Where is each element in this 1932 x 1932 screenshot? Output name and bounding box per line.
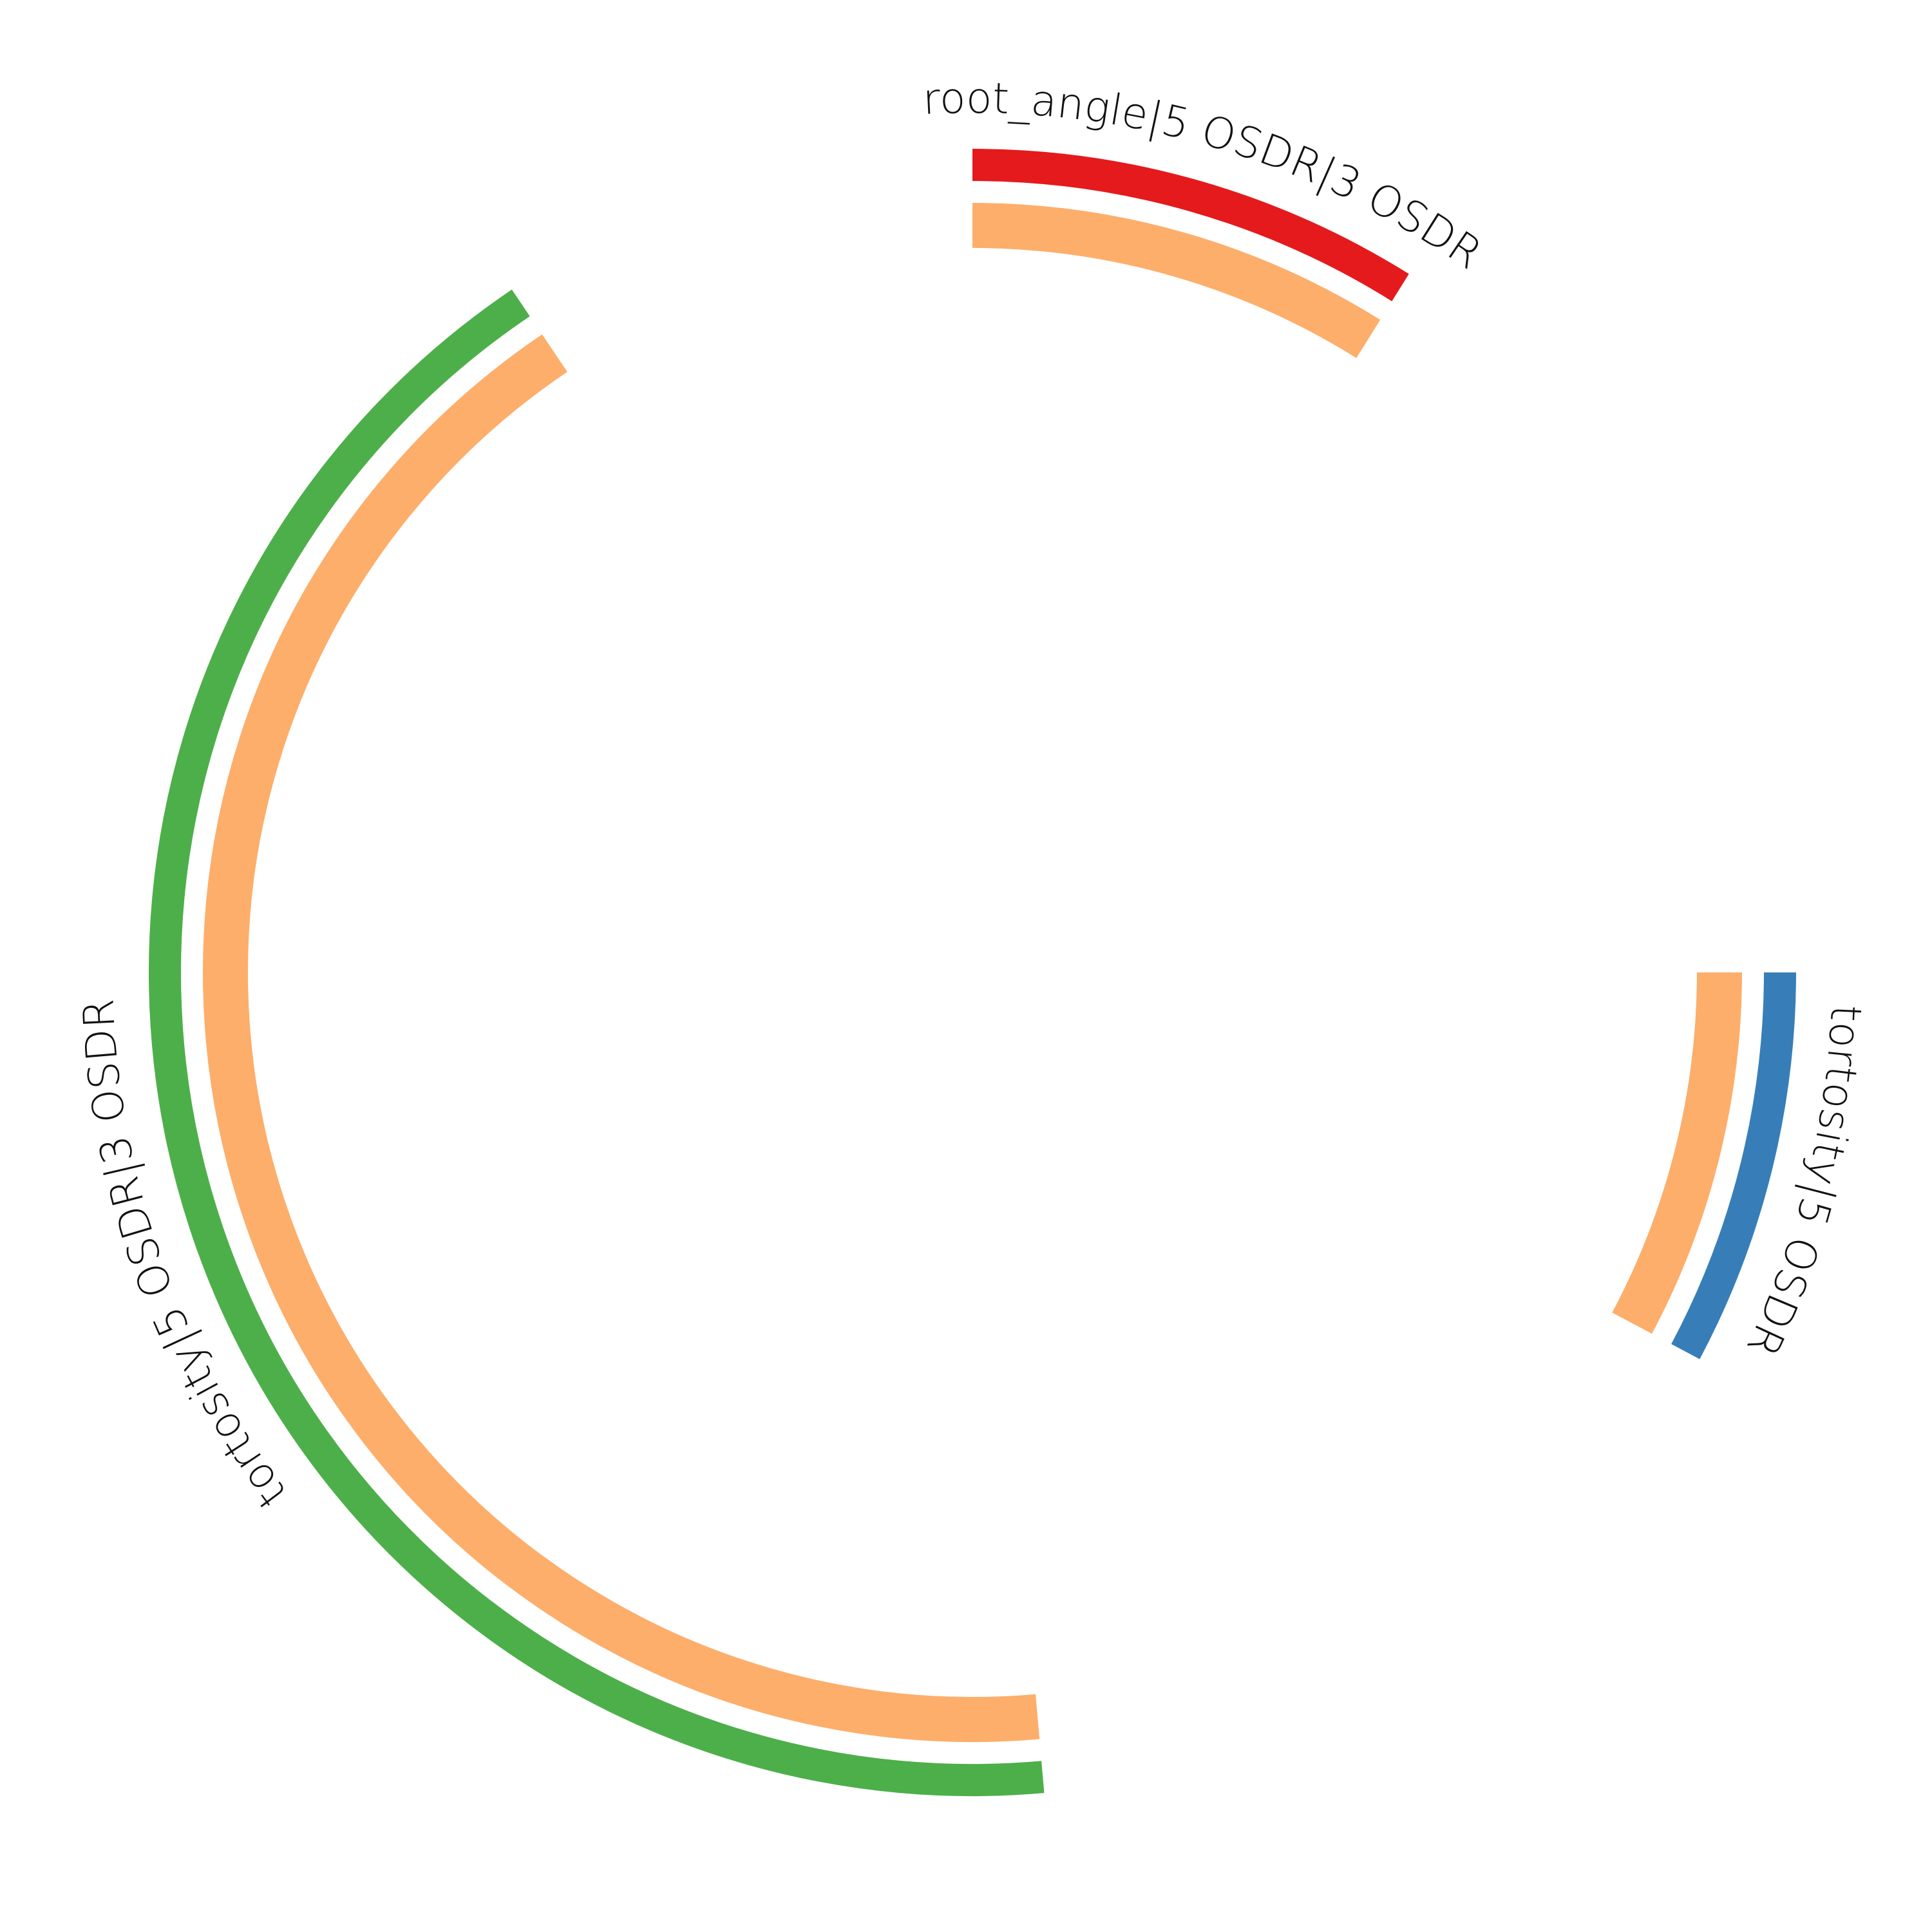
arc-bar-1-inner	[1612, 972, 1742, 1334]
arc-bar-0-inner	[972, 203, 1381, 358]
arc-group	[149, 149, 1796, 1796]
arc-bar-0-outer	[972, 149, 1409, 301]
arc-bar-1-outer	[1671, 972, 1796, 1359]
arc-bar-2-outer	[149, 289, 1045, 1796]
arc-bar-2-inner	[203, 334, 1040, 1742]
